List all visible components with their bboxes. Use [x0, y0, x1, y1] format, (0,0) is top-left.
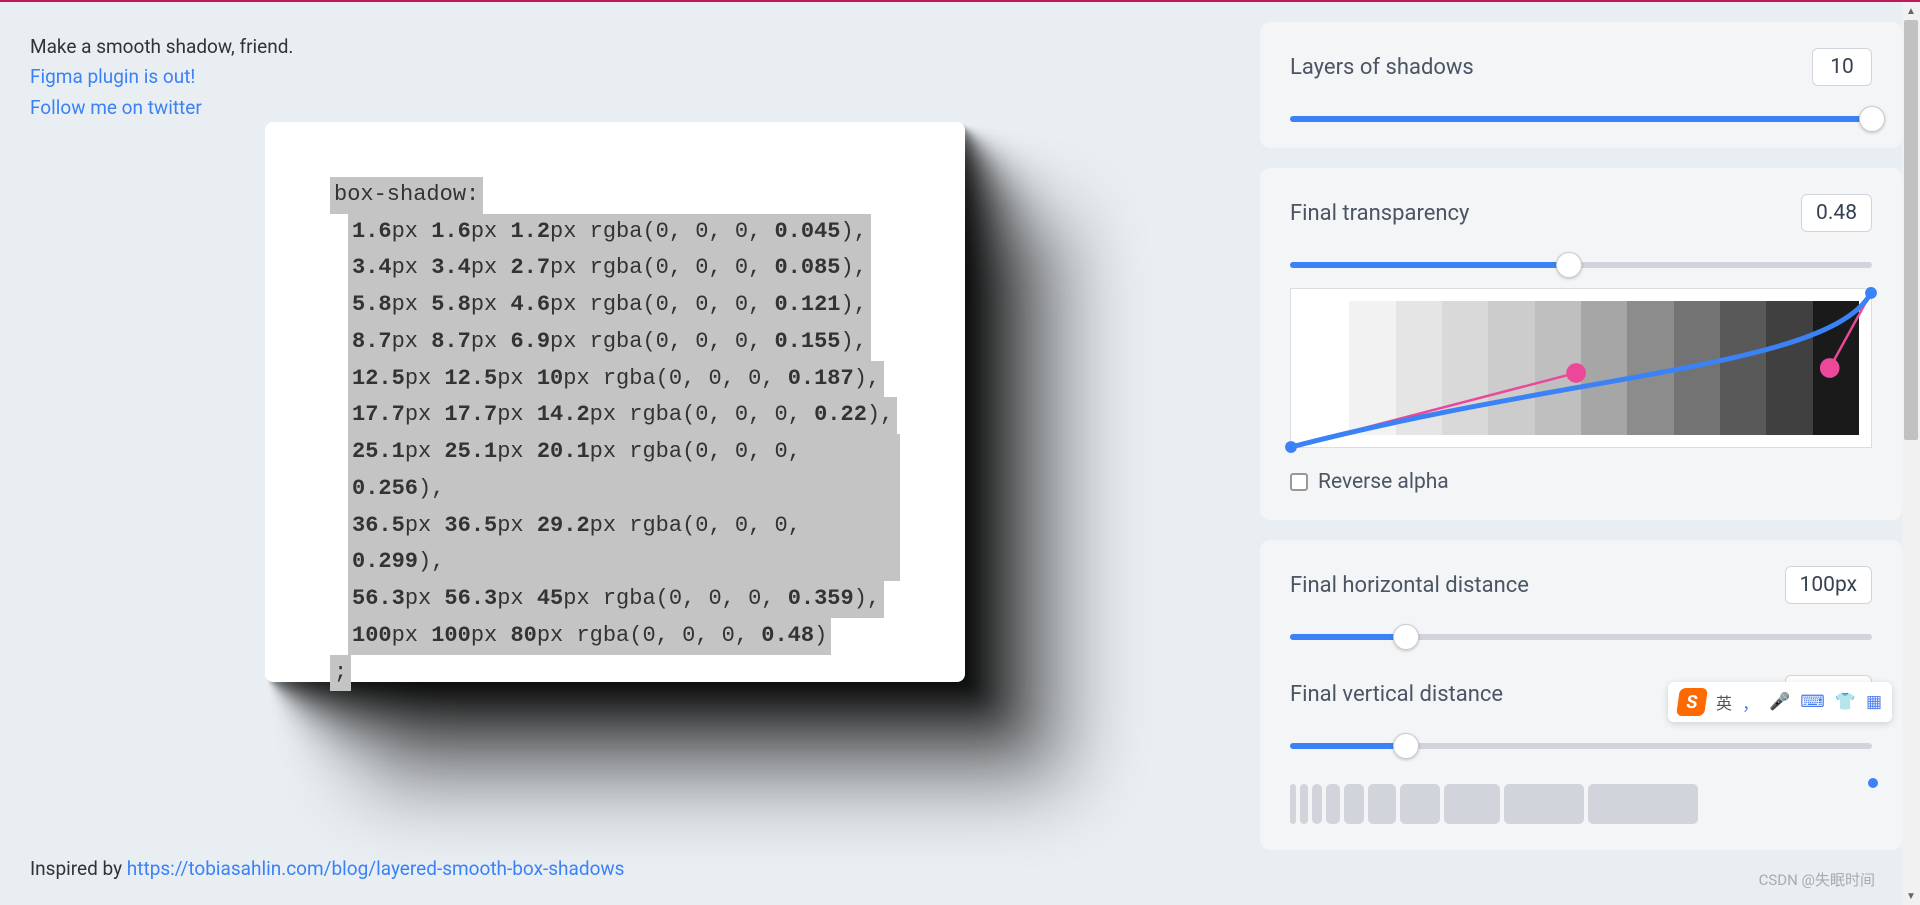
transparency-slider-thumb[interactable]	[1556, 252, 1582, 278]
page-title: Make a smooth shadow, friend.	[30, 32, 1230, 62]
vdist-slider-thumb[interactable]	[1393, 733, 1419, 759]
alpha-curve-editor[interactable]	[1290, 288, 1872, 448]
code-shadow-line: 8.7px 8.7px 6.9px rgba(0, 0, 0, 0.155),	[348, 324, 871, 361]
ime-lang-toggle[interactable]: 英	[1716, 690, 1732, 714]
footer-link[interactable]: https://tobiasahlin.com/blog/layered-smo…	[127, 857, 625, 880]
ime-keyboard-icon[interactable]: ⌨	[1800, 692, 1825, 712]
controls-panel: Layers of shadows 10 Final transparency …	[1260, 2, 1920, 905]
gradient-preview-strip	[1303, 301, 1859, 435]
ime-mic-icon[interactable]: 🎤	[1769, 692, 1790, 712]
scroll-down-arrow[interactable]: ▼	[1902, 887, 1920, 905]
preview-panel: Make a smooth shadow, friend. Figma plug…	[0, 2, 1260, 905]
code-shadow-line: 17.7px 17.7px 14.2px rgba(0, 0, 0, 0.22)…	[348, 397, 897, 434]
code-shadow-line: 100px 100px 80px rgba(0, 0, 0, 0.48)	[348, 618, 831, 655]
layers-control-card: Layers of shadows 10	[1260, 22, 1902, 148]
ime-toolbar[interactable]: S 英 ， 🎤 ⌨ 👕 ▦	[1668, 682, 1892, 722]
code-shadow-line: 56.3px 56.3px 45px rgba(0, 0, 0, 0.359),	[348, 581, 884, 618]
shadow-preview-card: box-shadow: 1.6px 1.6px 1.2px rgba(0, 0,…	[265, 122, 965, 682]
transparency-control-card: Final transparency 0.48 Reverse alpha	[1260, 168, 1902, 520]
hdist-value[interactable]: 100px	[1785, 566, 1872, 604]
css-code-output[interactable]: box-shadow: 1.6px 1.6px 1.2px rgba(0, 0,…	[330, 177, 900, 691]
reverse-alpha-row[interactable]: Reverse alpha	[1290, 470, 1872, 494]
ime-toolbox-icon[interactable]: ▦	[1866, 692, 1882, 712]
code-shadow-line: 1.6px 1.6px 1.2px rgba(0, 0, 0, 0.045),	[348, 214, 871, 251]
watermark-text: CSDN @失眠时间	[1759, 869, 1875, 890]
hdist-slider[interactable]	[1290, 634, 1872, 640]
scroll-up-arrow[interactable]: ▲	[1902, 2, 1920, 20]
figma-plugin-link[interactable]: Figma plugin is out!	[30, 62, 1230, 92]
vertical-scrollbar[interactable]: ▲ ▼	[1902, 2, 1920, 905]
code-shadow-line: 36.5px 36.5px 29.2px rgba(0, 0, 0, 0.299…	[348, 508, 900, 581]
code-shadow-line: 12.5px 12.5px 10px rgba(0, 0, 0, 0.187),	[348, 361, 884, 398]
reverse-alpha-checkbox[interactable]	[1290, 473, 1308, 491]
ime-punct-icon[interactable]: ，	[1742, 690, 1759, 715]
code-property: box-shadow:	[330, 177, 483, 214]
distance-preview-strip	[1290, 784, 1872, 824]
layers-slider-thumb[interactable]	[1859, 106, 1885, 132]
code-shadow-line: 5.8px 5.8px 4.6px rgba(0, 0, 0, 0.121),	[348, 287, 871, 324]
twitter-link[interactable]: Follow me on twitter	[30, 93, 1230, 123]
transparency-slider[interactable]	[1290, 262, 1872, 268]
ime-skin-icon[interactable]: 👕	[1835, 692, 1856, 712]
footer-credit: Inspired by https://tobiasahlin.com/blog…	[30, 857, 625, 880]
transparency-value[interactable]: 0.48	[1801, 194, 1872, 232]
sogou-ime-icon[interactable]: S	[1676, 688, 1708, 716]
layers-label: Layers of shadows	[1290, 55, 1474, 80]
hdist-slider-thumb[interactable]	[1393, 624, 1419, 650]
code-shadow-line: 25.1px 25.1px 20.1px rgba(0, 0, 0, 0.256…	[348, 434, 900, 507]
header-block: Make a smooth shadow, friend. Figma plug…	[30, 32, 1230, 123]
layers-value[interactable]: 10	[1812, 48, 1872, 86]
vdist-slider[interactable]	[1290, 743, 1872, 749]
scrollbar-thumb[interactable]	[1904, 20, 1918, 440]
transparency-label: Final transparency	[1290, 201, 1469, 226]
code-shadow-line: 3.4px 3.4px 2.7px rgba(0, 0, 0, 0.085),	[348, 250, 871, 287]
code-terminator: ;	[330, 655, 351, 692]
footer-prefix: Inspired by	[30, 857, 127, 880]
vdist-label: Final vertical distance	[1290, 682, 1503, 707]
layers-slider[interactable]	[1290, 116, 1872, 122]
reverse-alpha-label: Reverse alpha	[1318, 470, 1449, 494]
hdist-label: Final horizontal distance	[1290, 573, 1529, 598]
